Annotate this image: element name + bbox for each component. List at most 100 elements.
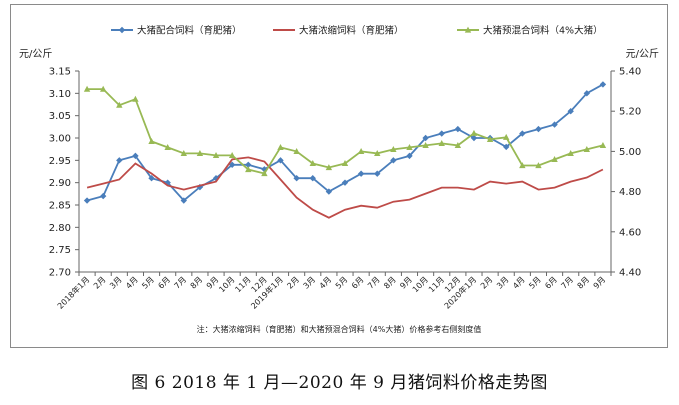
x-tick-label: 2018年1月 xyxy=(55,274,91,310)
data-point-series-3 xyxy=(277,143,284,150)
x-tick-label: 7月 xyxy=(559,275,575,291)
left-axis-unit: 元/公斤 xyxy=(19,48,52,60)
data-point-series-3 xyxy=(99,85,107,92)
data-point-series-3 xyxy=(390,145,397,152)
x-tick-label: 2月 xyxy=(92,275,108,291)
x-tick-label: 9月 xyxy=(592,275,608,291)
left-tick-label: 2.70 xyxy=(49,268,71,279)
x-tick-label: 4月 xyxy=(124,275,140,291)
legend-label-2: 大猪浓缩饲料（育肥猪） xyxy=(299,25,404,37)
data-point-series-1 xyxy=(341,179,349,186)
chart-frame: 元/公斤 元/公斤 2.70 2.75 2.80 2.85 2.90 2.95 3.00 3.05… xyxy=(10,4,668,348)
data-point-series-1 xyxy=(470,134,478,142)
data-point-series-1 xyxy=(357,170,365,177)
x-tick-label: 2月 xyxy=(479,275,495,291)
data-point-series-1 xyxy=(180,197,187,204)
data-point-series-3 xyxy=(374,150,381,157)
data-point-series-3 xyxy=(519,162,526,169)
x-tick-label: 11月 xyxy=(427,275,446,294)
data-point-series-3 xyxy=(132,95,139,102)
x-tick-label: 2月 xyxy=(285,275,301,291)
x-tick-label: 10月 xyxy=(411,275,430,294)
data-point-series-1 xyxy=(519,130,526,137)
legend-label-1: 大猪配合饲料（育肥猪） xyxy=(137,25,242,37)
data-point-series-3 xyxy=(261,170,268,177)
data-point-series-3 xyxy=(196,150,204,157)
x-tick-label: 8月 xyxy=(382,275,398,291)
left-tick-label: 2.80 xyxy=(49,223,71,234)
data-point-series-1 xyxy=(228,161,236,168)
data-point-series-1 xyxy=(277,157,284,164)
data-point-series-3 xyxy=(599,141,607,148)
x-tick-label: 8月 xyxy=(189,275,205,291)
data-point-series-1 xyxy=(454,125,462,133)
data-point-series-1 xyxy=(196,183,204,191)
data-point-series-1 xyxy=(567,108,574,115)
data-point-series-3 xyxy=(180,150,187,157)
data-point-series-3 xyxy=(148,137,155,144)
data-point-series-1 xyxy=(148,175,155,182)
x-tick-label: 7月 xyxy=(366,275,382,291)
left-tick-label: 3.10 xyxy=(49,89,71,100)
x-tick-label: 11月 xyxy=(233,275,252,294)
data-point-series-1 xyxy=(551,121,558,128)
data-point-series-3 xyxy=(116,101,123,108)
legend-marker-1 xyxy=(118,26,126,34)
data-point-series-1 xyxy=(245,161,252,168)
data-point-series-3 xyxy=(583,145,591,152)
left-tick-label: 3.00 xyxy=(49,134,71,145)
data-point-series-1 xyxy=(422,134,429,142)
right-tick-label: 5.00 xyxy=(619,147,641,158)
data-point-series-1 xyxy=(599,81,607,88)
x-tick-label: 5月 xyxy=(334,275,350,291)
x-tick-label: 5月 xyxy=(527,275,543,291)
x-tick-label: 6月 xyxy=(350,275,366,291)
left-tick-label: 3.15 xyxy=(49,67,71,78)
data-point-series-3 xyxy=(228,152,236,159)
data-point-series-3 xyxy=(454,141,462,148)
data-point-series-1 xyxy=(390,157,397,164)
x-tick-label: 4月 xyxy=(511,275,527,291)
data-point-series-3 xyxy=(551,156,558,163)
right-axis-unit: 元/公斤 xyxy=(626,48,659,60)
series-line-2 xyxy=(86,156,604,219)
chart-note: 注：大猪浓缩饲料（育肥猪）和大猪预混合饲料（4%大猪）价格参考右侧刻度值 xyxy=(197,324,482,334)
data-point-series-1 xyxy=(293,175,300,182)
data-point-series-3 xyxy=(309,160,316,167)
x-tick-label: 8月 xyxy=(576,275,592,291)
right-tick-label: 4.40 xyxy=(619,268,641,279)
data-point-series-1 xyxy=(406,152,413,160)
data-point-series-3 xyxy=(357,148,365,154)
right-tick-label: 5.20 xyxy=(619,107,641,118)
right-tick-label: 4.60 xyxy=(619,227,641,238)
data-point-series-1 xyxy=(99,192,107,200)
data-point-series-3 xyxy=(438,139,445,146)
left-tick-label: 2.95 xyxy=(49,156,71,167)
figure-caption: 图 6 2018 年 1 月—2020 年 9 月猪饲料价格走势图 xyxy=(131,373,548,393)
right-tick-label: 4.80 xyxy=(619,187,641,198)
data-point-series-3 xyxy=(486,135,494,142)
data-point-series-3 xyxy=(83,85,91,92)
data-point-series-3 xyxy=(245,166,252,173)
data-point-series-3 xyxy=(503,133,510,140)
right-tick-label: 5.40 xyxy=(619,67,641,78)
left-tick-label: 3.05 xyxy=(49,111,71,122)
data-point-series-1 xyxy=(503,143,510,151)
legend-marker-3 xyxy=(464,26,472,33)
data-point-series-1 xyxy=(325,188,333,195)
x-tick-label: 6月 xyxy=(156,275,172,291)
data-point-series-1 xyxy=(535,125,542,133)
data-point-series-3 xyxy=(567,150,574,157)
x-tick-label: 3月 xyxy=(302,275,318,291)
data-point-series-3 xyxy=(470,129,478,136)
left-tick-label: 2.75 xyxy=(49,245,71,256)
data-point-series-3 xyxy=(212,152,220,159)
x-tick-label: 5月 xyxy=(140,275,156,291)
data-point-series-1 xyxy=(132,152,139,160)
data-point-series-1 xyxy=(438,130,445,137)
x-tick-label: 7月 xyxy=(173,275,189,291)
data-point-series-1 xyxy=(83,197,91,204)
left-tick-label: 2.85 xyxy=(49,201,71,212)
left-tick-label: 2.90 xyxy=(49,178,71,189)
data-point-series-3 xyxy=(341,160,349,167)
